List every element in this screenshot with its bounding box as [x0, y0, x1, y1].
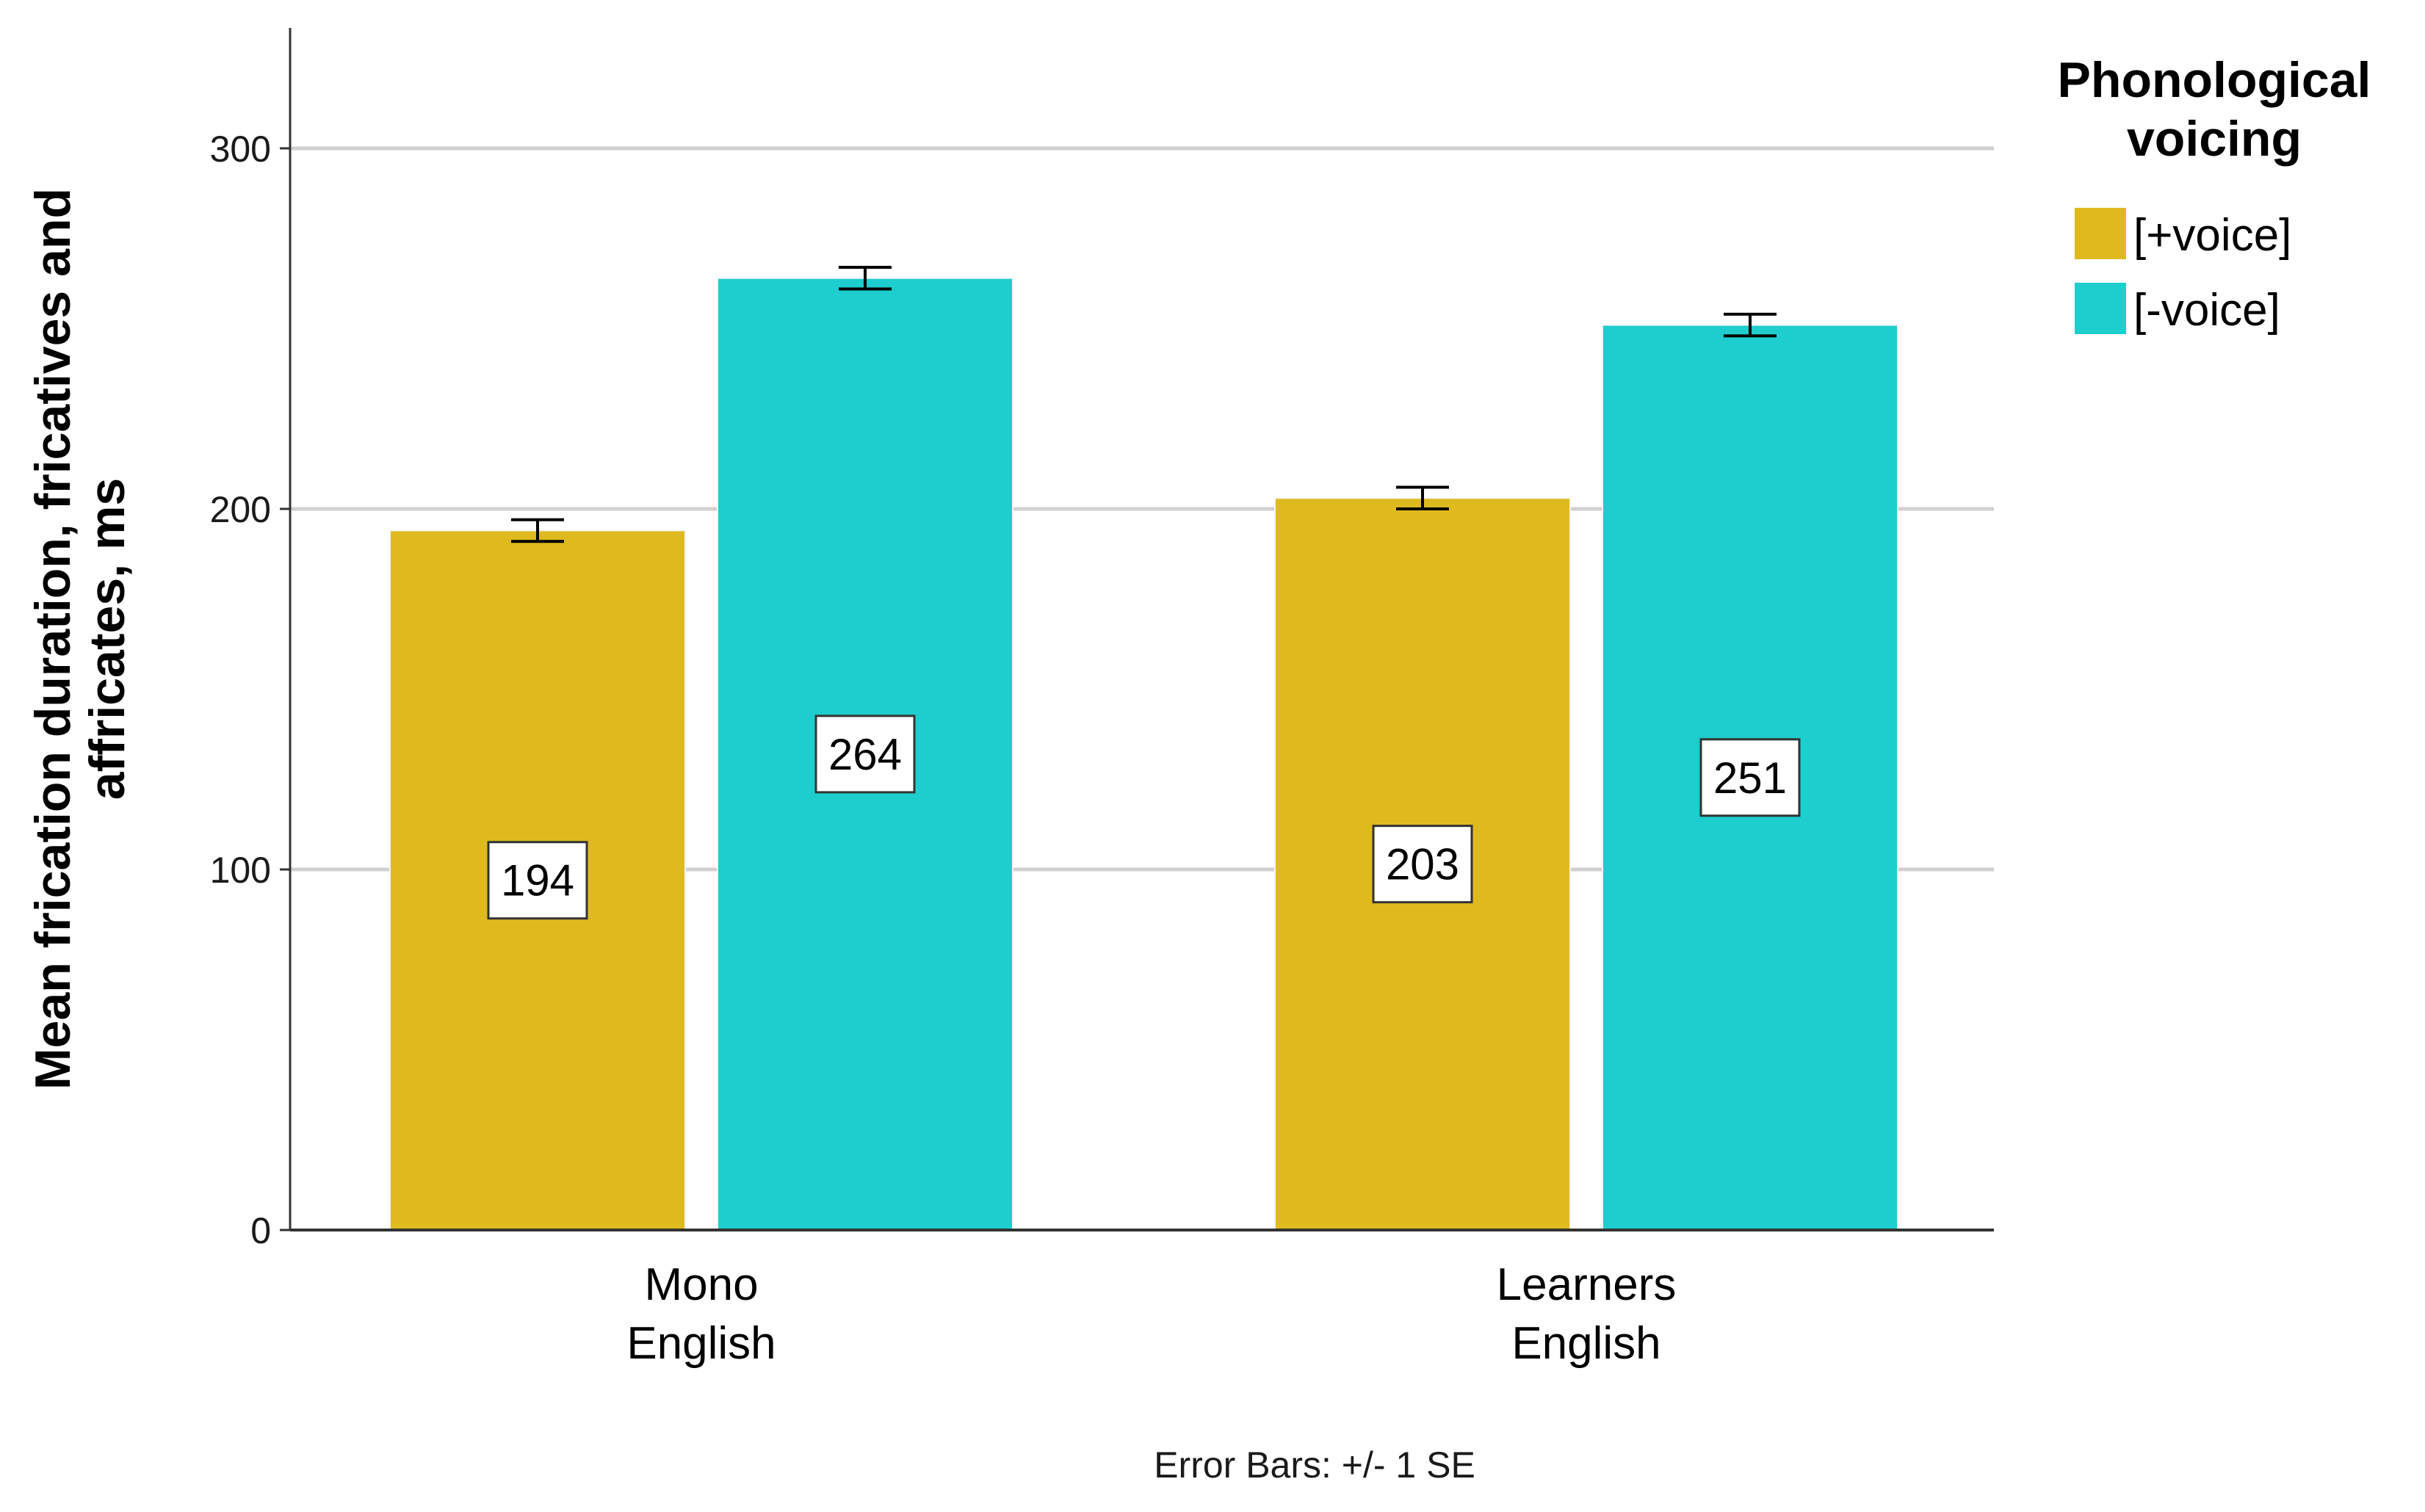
bars: 194 264 203 251	[389, 266, 1898, 1231]
legend-title-line: Phonological	[2058, 52, 2371, 108]
category-label-line: English	[1511, 1318, 1660, 1369]
y-tick-label: 0	[250, 1210, 271, 1251]
legend-title: Phonological voicing	[2058, 52, 2371, 167]
category-label: Learners English	[1497, 1259, 1677, 1369]
category-label-line: Learners	[1497, 1259, 1677, 1310]
y-tick-label: 200	[210, 489, 271, 530]
y-axis-title-line: Mean frication duration, fricatives and	[25, 188, 81, 1090]
legend: Phonological voicing [+voice] [-voice]	[2058, 52, 2371, 336]
footnote: Error Bars: +/- 1 SE	[1154, 1444, 1475, 1486]
legend-entry: [+voice]	[2133, 210, 2291, 261]
y-axis-title-text: Mean frication duration, fricatives anda…	[25, 188, 135, 1090]
legend-swatch	[2075, 283, 2126, 334]
data-label-box	[487, 841, 588, 920]
axes: 0 100 200 300 Mono English Learners English	[210, 28, 1994, 1369]
data-label-box	[1372, 825, 1473, 904]
data-label: 264	[828, 730, 902, 779]
category-label: Mono English	[626, 1259, 776, 1369]
data-label: 251	[1713, 753, 1787, 803]
legend-title-line: voicing	[2127, 111, 2302, 167]
data-label: 203	[1386, 840, 1459, 889]
y-axis-title-line: affricates, ms	[79, 478, 135, 800]
y-tick-label: 300	[210, 129, 271, 170]
data-label-box	[1699, 738, 1801, 817]
y-tick-label: 100	[210, 850, 271, 891]
data-label-box	[814, 715, 916, 794]
y-axis-title: Mean frication duration, fricatives anda…	[25, 188, 135, 1090]
data-label: 194	[501, 856, 574, 905]
legend-entry: [-voice]	[2133, 285, 2280, 336]
legend-swatch	[2075, 208, 2126, 259]
category-label-line: Mono	[644, 1259, 758, 1310]
category-label-line: English	[626, 1318, 776, 1369]
